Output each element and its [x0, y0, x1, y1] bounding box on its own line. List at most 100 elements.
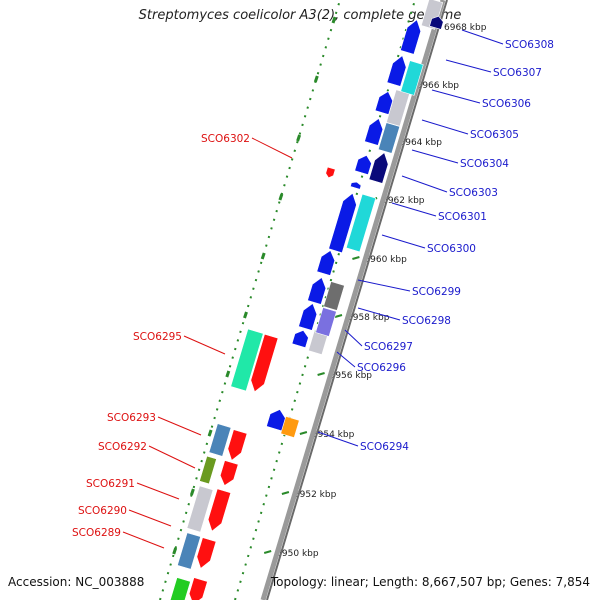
- backbone-strand: [260, 0, 446, 600]
- ruler-minor-tick: [189, 488, 195, 496]
- ruler-tick: [334, 314, 343, 318]
- leader-line: [344, 329, 363, 347]
- gene-sco6298-arrow: [307, 277, 327, 305]
- gene-label-sco6307: SCO6307: [493, 67, 542, 79]
- leader-line: [421, 119, 469, 135]
- leader-line: [381, 234, 426, 249]
- gene-sco6299-arrow: [316, 250, 336, 276]
- leader-line: [357, 279, 411, 292]
- gene-sco6308-block: [420, 0, 444, 30]
- ruler-tick-label: 6956 kbp: [330, 371, 373, 381]
- gene-sco6289-block: [169, 577, 191, 600]
- gene-sco6289b-arrow-shape: [188, 577, 208, 600]
- gene-label-sco6308: SCO6308: [505, 39, 554, 51]
- leader-line: [431, 89, 481, 104]
- gene-sco6291b-arrow: [207, 488, 232, 532]
- label-layer: SCO6294 SCO6296 SCO6297 SCO6298 SCO6299 SCO63…: [72, 29, 554, 549]
- gene-sco6302-arrow: [325, 166, 336, 179]
- ruler-minor-tick: [225, 370, 231, 378]
- leader-line: [157, 416, 202, 436]
- gene-sco6304-block: [377, 122, 401, 154]
- ruler-tick: [352, 256, 360, 260]
- gene-sco6290-block-shape: [177, 532, 201, 570]
- leader-line: [357, 307, 401, 321]
- gene-sco6295a-block: [230, 328, 264, 392]
- leader-line: [461, 29, 504, 45]
- ruler-minor-tick: [207, 429, 213, 437]
- ruler-tick-label: 6960 kbp: [364, 255, 407, 265]
- gene-sco6295a-block-shape: [230, 328, 264, 392]
- gene-sco6294b-block: [280, 415, 300, 439]
- leader-line: [401, 175, 448, 193]
- leader-line: [336, 351, 356, 368]
- gene-sco6306-block-shape: [400, 60, 424, 96]
- gene-sco6300-arrow-shape: [328, 192, 357, 254]
- gene-label-sco6304: SCO6304: [460, 158, 509, 170]
- gene-sco6296-arrow: [291, 329, 309, 349]
- leader-line: [148, 445, 196, 469]
- gene-sco6308b-arrow-shape: [429, 15, 444, 30]
- leader-line: [445, 59, 492, 73]
- ruler-layer: 6950 kbp 6952 kbp 6954 kbp 6956 kbp 6958 kbp…: [159, 0, 487, 600]
- gene-sco6290b-arrow: [196, 537, 217, 569]
- leader-line: [122, 531, 165, 549]
- gene-sco6298b-block: [323, 281, 345, 311]
- gene-sco6297-arrow: [298, 303, 318, 331]
- gene-sco6303b-arrow-shape: [354, 154, 372, 176]
- gene-sco6302-arrow-shape: [325, 166, 336, 179]
- ruler-tick-label: 6950 kbp: [276, 549, 319, 559]
- leader-line: [317, 431, 359, 447]
- ruler-tick: [263, 550, 272, 554]
- ruler-minor-tick: [331, 16, 337, 24]
- gene-label-sco6297: SCO6297: [364, 341, 413, 353]
- gene-label-sco6306: SCO6306: [482, 98, 531, 110]
- gene-label-sco6298: SCO6298: [402, 315, 451, 327]
- gene-sco6306b-arrow-shape: [386, 55, 407, 87]
- gene-sco6303b-arrow: [354, 154, 372, 176]
- gene-label-sco6292: SCO6292: [98, 441, 147, 453]
- ruler-tick-label: 6968 kbp: [444, 23, 487, 33]
- leader-line: [251, 137, 293, 159]
- gene-sco6297-arrow-shape: [298, 303, 318, 331]
- gene-sco6293b-arrow: [227, 429, 248, 461]
- gene-label-sco6302: SCO6302: [201, 133, 250, 145]
- backbone-layer: [260, 0, 448, 600]
- gene-sco6299-arrow-shape: [316, 250, 336, 276]
- ruler-minor-tick: [172, 547, 178, 555]
- backbone-edge: [266, 0, 448, 600]
- gene-label-sco6305: SCO6305: [470, 129, 519, 141]
- gene-sco6301-tick-shape: [349, 181, 362, 190]
- gene-sco6306b-arrow: [386, 55, 407, 87]
- gene-sco6291b-arrow-shape: [207, 488, 232, 532]
- ruler-tick-label: 6962 kbp: [382, 196, 425, 206]
- leader-line: [183, 335, 226, 355]
- gene-sco6291-block: [186, 485, 214, 533]
- ruler-tick-label: 6954 kbp: [312, 430, 355, 440]
- ruler-tick-label: 6958 kbp: [347, 313, 390, 323]
- ruler-line-left: [159, 0, 341, 600]
- gene-sco6290-block: [177, 532, 201, 570]
- gene-label-sco6291: SCO6291: [86, 478, 135, 490]
- gene-sco6294b-block-shape: [280, 415, 300, 439]
- ruler-minor-tick: [313, 75, 319, 83]
- gene-sco6298b-block-shape: [323, 281, 345, 311]
- gene-label-sco6294: SCO6294: [360, 441, 409, 453]
- topology-text: Topology: linear; Length: 8,667,507 bp; …: [270, 575, 590, 589]
- ruler-minor-tick: [260, 252, 266, 260]
- gene-sco6304b-arrow-shape: [364, 118, 384, 146]
- leader-line: [136, 482, 180, 500]
- gene-sco6298-arrow-shape: [307, 277, 327, 305]
- gene-sco6289b-arrow: [188, 577, 208, 600]
- ruler-tick: [281, 491, 290, 495]
- gene-sco6292b-arrow: [219, 460, 239, 486]
- gene-sco6303-arrow-shape: [368, 152, 389, 184]
- gene-sco6303-arrow: [368, 152, 389, 184]
- ruler-tick-label: 6966 kbp: [417, 81, 460, 91]
- gene-label-sco6301: SCO6301: [438, 211, 487, 223]
- accession-text: Accession: NC_003888: [8, 575, 145, 589]
- gene-sco6293-block-shape: [208, 423, 232, 457]
- ruler-tick: [299, 431, 308, 435]
- ruler-tick: [317, 372, 325, 376]
- gene-label-sco6299: SCO6299: [412, 286, 461, 298]
- gene-sco6307-arrow: [400, 19, 422, 55]
